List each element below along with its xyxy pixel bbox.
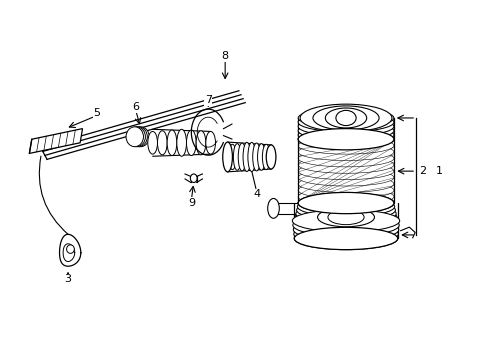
Ellipse shape <box>298 131 393 148</box>
Ellipse shape <box>205 131 215 154</box>
Ellipse shape <box>238 143 245 171</box>
Ellipse shape <box>130 127 147 147</box>
Ellipse shape <box>294 211 397 231</box>
Ellipse shape <box>327 210 364 225</box>
Ellipse shape <box>266 145 274 169</box>
Ellipse shape <box>292 210 399 232</box>
Ellipse shape <box>157 131 167 155</box>
Ellipse shape <box>252 143 260 171</box>
Ellipse shape <box>228 144 236 170</box>
Ellipse shape <box>177 129 186 156</box>
Ellipse shape <box>298 188 393 205</box>
Ellipse shape <box>297 197 394 217</box>
Ellipse shape <box>298 182 393 199</box>
Ellipse shape <box>247 143 255 171</box>
Ellipse shape <box>243 143 250 171</box>
Ellipse shape <box>298 113 393 132</box>
Ellipse shape <box>325 108 366 128</box>
Ellipse shape <box>293 223 397 245</box>
Ellipse shape <box>298 117 393 136</box>
Ellipse shape <box>294 207 396 227</box>
Ellipse shape <box>233 144 241 170</box>
Text: 8: 8 <box>221 51 228 61</box>
Ellipse shape <box>294 227 397 249</box>
Ellipse shape <box>265 145 275 169</box>
Ellipse shape <box>293 219 398 241</box>
Ellipse shape <box>312 106 378 130</box>
Ellipse shape <box>292 214 398 237</box>
Ellipse shape <box>128 127 145 147</box>
Polygon shape <box>29 129 82 153</box>
Ellipse shape <box>298 121 393 140</box>
Ellipse shape <box>298 175 393 192</box>
Text: 7: 7 <box>204 95 211 105</box>
Ellipse shape <box>257 144 265 170</box>
Ellipse shape <box>298 192 393 214</box>
Text: 3: 3 <box>64 274 71 284</box>
Ellipse shape <box>190 174 197 183</box>
Ellipse shape <box>298 129 393 150</box>
Text: 4: 4 <box>252 189 260 199</box>
Ellipse shape <box>298 193 393 213</box>
Ellipse shape <box>294 227 397 249</box>
Ellipse shape <box>298 156 393 173</box>
Ellipse shape <box>298 150 393 167</box>
Ellipse shape <box>317 208 374 227</box>
Ellipse shape <box>298 193 393 213</box>
Ellipse shape <box>147 131 157 154</box>
Ellipse shape <box>298 163 393 180</box>
Ellipse shape <box>196 131 205 155</box>
Text: 6: 6 <box>132 102 139 112</box>
Ellipse shape <box>298 130 393 149</box>
Ellipse shape <box>66 245 74 253</box>
Ellipse shape <box>186 130 196 156</box>
Ellipse shape <box>298 144 393 161</box>
Ellipse shape <box>296 200 395 220</box>
Ellipse shape <box>298 137 393 154</box>
Ellipse shape <box>267 198 279 218</box>
Ellipse shape <box>335 111 355 126</box>
Ellipse shape <box>298 169 393 186</box>
Ellipse shape <box>223 145 231 169</box>
Ellipse shape <box>300 104 391 132</box>
Ellipse shape <box>126 127 143 147</box>
Ellipse shape <box>167 130 177 156</box>
Ellipse shape <box>132 127 149 147</box>
Text: 1: 1 <box>435 166 442 176</box>
Ellipse shape <box>295 203 395 224</box>
Ellipse shape <box>223 142 232 172</box>
Text: 5: 5 <box>93 108 101 118</box>
Ellipse shape <box>298 108 393 127</box>
Text: 9: 9 <box>187 198 195 208</box>
Ellipse shape <box>262 144 269 170</box>
Ellipse shape <box>298 194 393 212</box>
Text: 2: 2 <box>419 166 426 176</box>
Ellipse shape <box>298 125 393 145</box>
